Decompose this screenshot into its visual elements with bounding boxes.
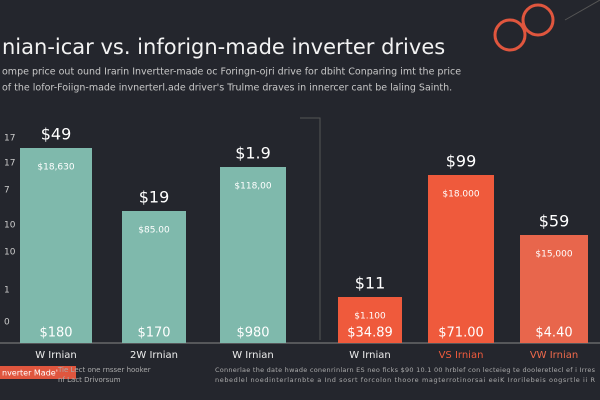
bar-inner-label: $85.00 xyxy=(138,226,170,236)
footer-tag: nverter Made' xyxy=(2,369,58,378)
bar xyxy=(220,167,286,343)
bar-bottom-label: $980 xyxy=(236,326,269,341)
bar-top-label: $59 xyxy=(539,212,570,231)
bar-inner-label: $1.100 xyxy=(354,312,386,322)
axis-label: 1 xyxy=(4,286,10,296)
divider xyxy=(300,117,321,340)
bar-bottom-label: $170 xyxy=(137,326,170,341)
axis-label: 17 xyxy=(4,134,15,144)
bar-top-label: $1.9 xyxy=(235,144,271,163)
category-label: VS Irnian xyxy=(439,350,484,361)
axis-label: 0 xyxy=(4,318,10,328)
axis-label: 17 xyxy=(4,159,15,169)
bar xyxy=(428,175,494,343)
bar-inner-label: $18.000 xyxy=(442,190,479,200)
category-label: W Irnian xyxy=(232,350,274,361)
category-label: VW Irnian xyxy=(530,350,578,361)
bar xyxy=(20,148,92,343)
axis-label: 7 xyxy=(4,186,10,196)
bar-bottom-label: $34.89 xyxy=(347,326,393,341)
category-label: 2W Irnian xyxy=(130,350,178,361)
footer-note: Tie Lect one rnsser hooker xyxy=(57,366,151,374)
bar-bottom-label: $180 xyxy=(39,326,72,341)
bar-inner-label: $118,00 xyxy=(234,182,271,192)
axis-label: 10 xyxy=(4,221,16,231)
bar-bottom-label: $71.00 xyxy=(438,326,484,341)
footer-note: nf Lact Drivorsum xyxy=(58,376,121,384)
footer-text: nebedlel noedinterlarnbte a Ind sosrt fo… xyxy=(215,376,595,384)
footer-tag-bg xyxy=(0,366,76,379)
decor xyxy=(564,0,600,21)
footer-text: Connerlae the date hwade conenrinlarn ES… xyxy=(215,366,596,374)
bar xyxy=(122,211,186,343)
bar-top-label: $99 xyxy=(446,152,477,171)
icon xyxy=(521,3,555,37)
bar xyxy=(338,297,402,343)
title: nian-icar vs. inforign-made inverter dri… xyxy=(2,35,445,59)
bar-inner-label: $15,000 xyxy=(535,250,572,260)
bar xyxy=(520,235,588,343)
icon xyxy=(493,18,527,52)
bar-inner-label: $18,630 xyxy=(37,163,74,173)
category-label: W Irnian xyxy=(35,350,77,361)
category-label: W Irnian xyxy=(349,350,391,361)
bar-top-label: $11 xyxy=(355,274,386,293)
bar-top-label: $49 xyxy=(41,125,72,144)
subtitle: of the lofor-Foiign-made invnerterl.ade … xyxy=(2,83,452,94)
bar-top-label: $19 xyxy=(139,188,170,207)
subtitle: ompe price out ound Irarin Invertter-mad… xyxy=(2,67,461,78)
bar-bottom-label: $4.40 xyxy=(535,326,572,341)
axis-label: 10 xyxy=(4,248,16,258)
